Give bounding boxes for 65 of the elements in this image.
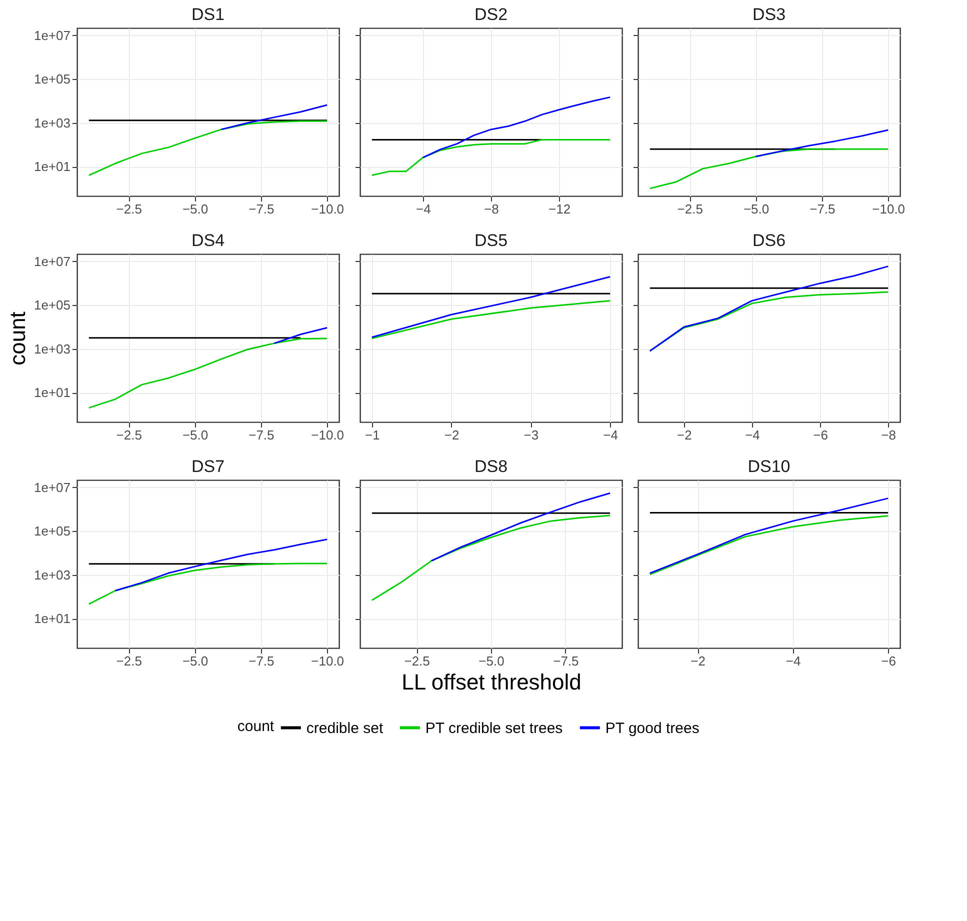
chart-title: DS6 (752, 231, 786, 250)
line-series (88, 562, 328, 605)
line-series (88, 338, 328, 409)
x-tick-label: −6 (813, 428, 828, 442)
x-tick-label: −7.5 (810, 202, 836, 216)
x-tick-label: −7.5 (248, 654, 274, 668)
chart-title: DS5 (474, 231, 508, 250)
y-tick-label: 1e+05 (34, 298, 70, 313)
line-series (88, 120, 328, 176)
x-tick-label: −5.0 (478, 654, 504, 668)
x-tick-label: −2.5 (116, 428, 142, 442)
x-tick-label: −12 (548, 202, 571, 216)
legend-label: credible set (306, 720, 384, 737)
line-series (114, 538, 328, 592)
y-tick-label: 1e+03 (34, 341, 70, 356)
y-tick-label: 1e+03 (34, 115, 70, 130)
x-tick-label: −3 (524, 428, 539, 442)
x-tick-label: −4 (416, 202, 431, 216)
x-axis-title: LL offset threshold (402, 670, 582, 694)
chart-title: DS10 (748, 457, 790, 476)
x-tick-label: −10.0 (872, 202, 906, 216)
legend-label: PT good trees (605, 720, 700, 737)
chart-title: DS7 (191, 457, 225, 476)
x-tick-label: −4 (745, 428, 760, 442)
y-axis-title: count (4, 312, 30, 366)
x-tick-label: −2 (690, 654, 706, 668)
chart-title: DS1 (191, 5, 225, 24)
y-tick-label: 1e+07 (34, 480, 70, 495)
x-tick-label: −8 (881, 428, 896, 442)
x-tick-label: −5.0 (182, 428, 208, 442)
x-tick-label: −4 (786, 654, 801, 668)
line-series (220, 104, 328, 130)
x-tick-label: −10.0 (311, 654, 344, 668)
y-tick-label: 1e+01 (34, 159, 70, 174)
x-tick-label: −2 (444, 428, 460, 442)
legend-title: count (237, 718, 275, 735)
y-tick-label: 1e+05 (34, 524, 70, 539)
legend-label: PT credible set trees (425, 720, 563, 737)
chart-title: DS4 (191, 231, 225, 250)
y-tick-label: 1e+07 (34, 254, 70, 269)
x-tick-label: −4 (603, 428, 618, 442)
x-tick-label: −7.5 (248, 428, 274, 442)
x-tick-label: −5.0 (182, 202, 208, 216)
chart-title: DS3 (752, 5, 786, 24)
x-tick-label: −6 (881, 654, 896, 668)
x-tick-label: −2.5 (677, 202, 703, 216)
chart-title: DS2 (474, 5, 508, 24)
x-tick-label: −2.5 (116, 654, 142, 668)
y-tick-label: 1e+07 (34, 28, 70, 43)
y-tick-label: 1e+03 (34, 567, 70, 582)
x-tick-label: −5.0 (182, 654, 208, 668)
x-tick-label: −2.5 (404, 654, 430, 668)
x-tick-label: −2.5 (116, 202, 142, 216)
x-tick-label: −7.5 (248, 202, 274, 216)
x-tick-label: −5.0 (743, 202, 770, 216)
x-tick-label: −1 (364, 428, 380, 442)
chart-title: DS8 (474, 457, 508, 476)
x-tick-label: −10.0 (311, 202, 344, 216)
x-tick-label: −10.0 (311, 428, 344, 442)
x-tick-label: −8 (484, 202, 499, 216)
x-tick-label: −7.5 (553, 654, 579, 668)
y-tick-label: 1e+05 (34, 72, 70, 87)
x-tick-label: −2 (677, 428, 692, 442)
y-tick-label: 1e+01 (34, 385, 70, 400)
y-tick-label: 1e+01 (34, 611, 70, 626)
